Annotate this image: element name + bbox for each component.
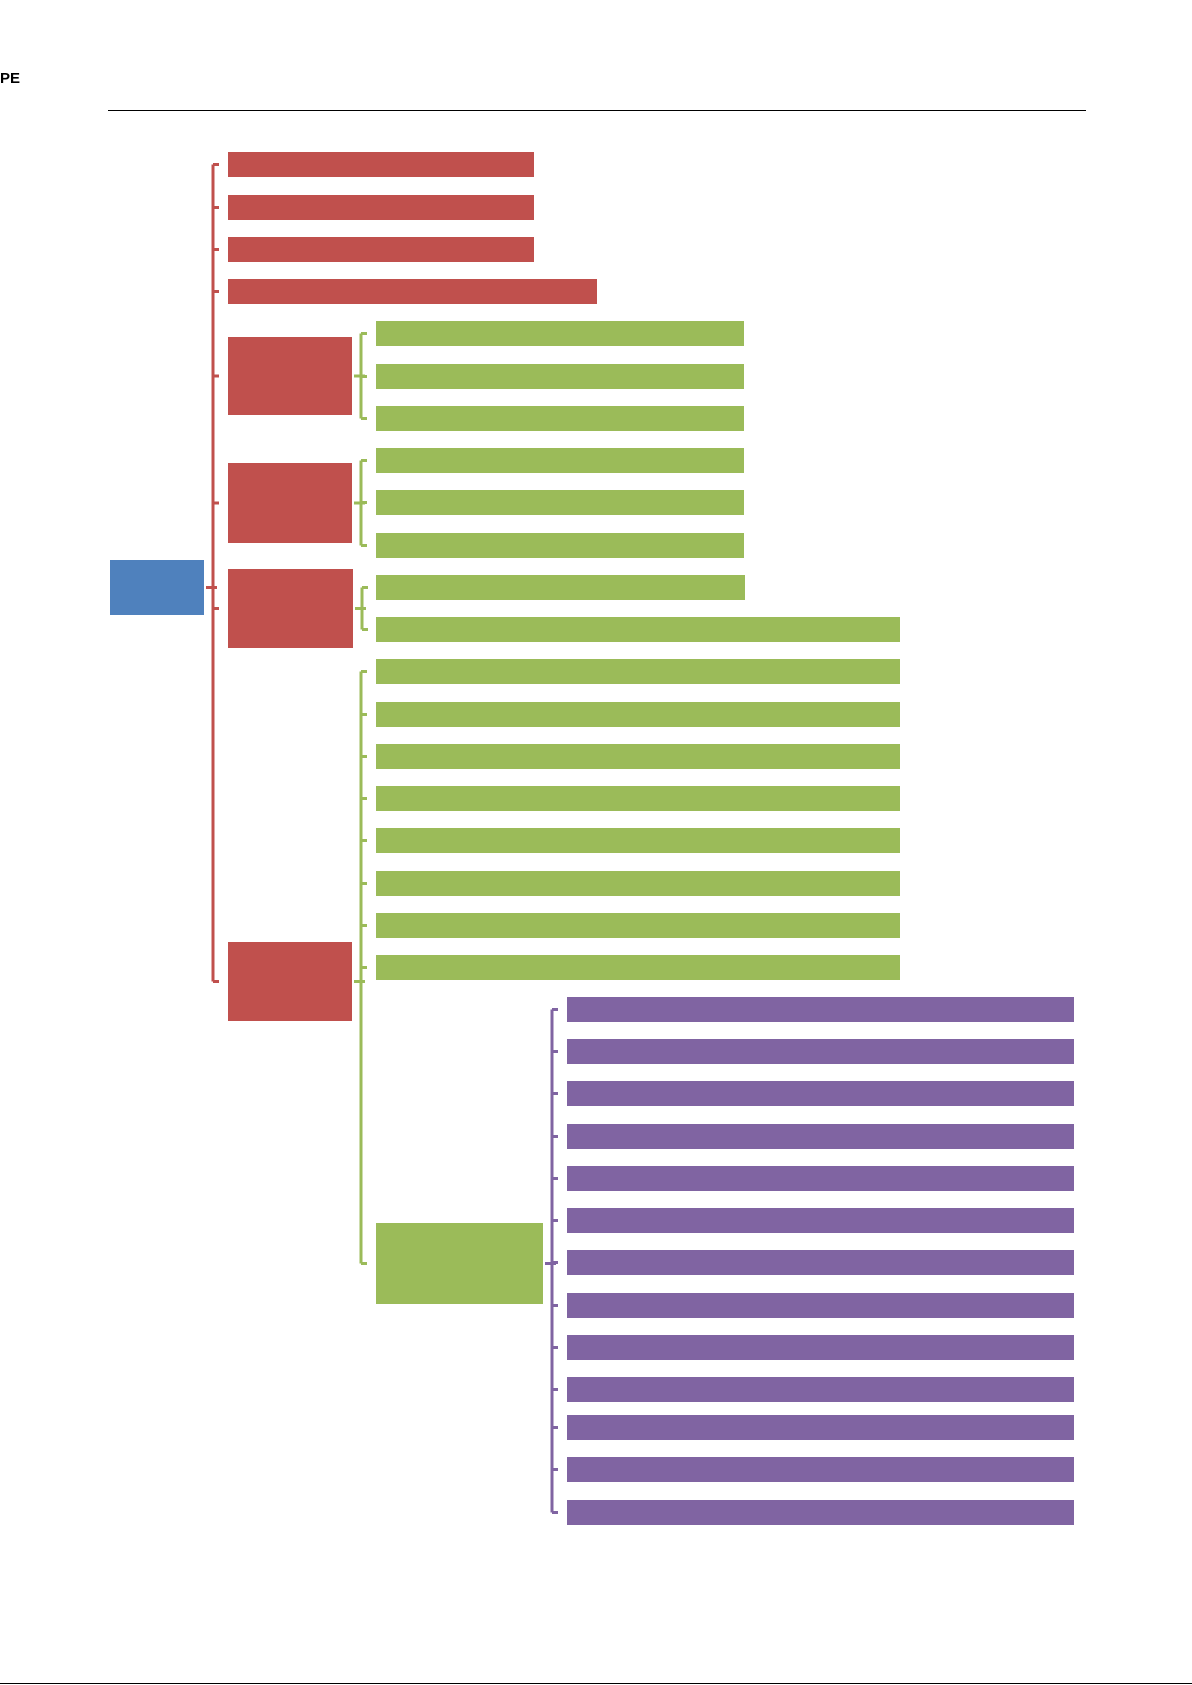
node-box-level2 bbox=[376, 786, 900, 811]
node-box-level2 bbox=[376, 448, 744, 473]
node-box-level2 bbox=[376, 490, 744, 515]
node-box-level2 bbox=[376, 955, 900, 980]
node-box-level1 bbox=[228, 195, 534, 220]
node-box-level1 bbox=[228, 279, 597, 304]
node-box-level3 bbox=[567, 1377, 1074, 1402]
footer-rule bbox=[0, 1683, 1192, 1684]
node-box-level2 bbox=[376, 364, 744, 389]
node-box-level2 bbox=[376, 871, 900, 896]
node-box-level3 bbox=[567, 1293, 1074, 1318]
node-box-level1 bbox=[228, 237, 534, 262]
node-box-level3 bbox=[567, 1124, 1074, 1149]
node-box-level2 bbox=[376, 321, 744, 346]
node-box-level3 bbox=[567, 1457, 1074, 1482]
node-box-level1 bbox=[228, 463, 352, 543]
bracket-r8 bbox=[354, 670, 367, 1265]
node-box-level3 bbox=[567, 1500, 1074, 1525]
bracket-g17 bbox=[545, 1008, 558, 1514]
page-header-text: PE bbox=[0, 70, 21, 87]
node-box-level2 bbox=[376, 913, 900, 938]
node-box-level3 bbox=[567, 997, 1074, 1022]
bracket-r6 bbox=[354, 459, 367, 547]
node-box-level2 bbox=[376, 828, 900, 853]
node-box-level3 bbox=[567, 1415, 1074, 1440]
bracket-r7 bbox=[355, 586, 368, 631]
node-box-level1 bbox=[228, 569, 353, 648]
node-box-level3 bbox=[567, 1081, 1074, 1106]
node-box-level3 bbox=[567, 1208, 1074, 1233]
node-box-level1 bbox=[228, 152, 534, 177]
node-box-level2 bbox=[376, 1223, 543, 1304]
node-box-level3 bbox=[567, 1335, 1074, 1360]
node-box-level2 bbox=[376, 702, 900, 727]
node-box-level3 bbox=[567, 1166, 1074, 1191]
node-box-level2 bbox=[376, 406, 744, 431]
node-box-level3 bbox=[567, 1039, 1074, 1064]
node-box-level2 bbox=[376, 617, 900, 642]
node-box-level2 bbox=[376, 744, 900, 769]
node-box-level0 bbox=[110, 560, 204, 615]
header-rule bbox=[108, 110, 1086, 111]
node-box-level2 bbox=[376, 659, 900, 684]
node-box-level1 bbox=[228, 337, 352, 415]
node-box-level3 bbox=[567, 1250, 1074, 1275]
bracket-r5 bbox=[354, 332, 367, 420]
node-box-level2 bbox=[376, 575, 745, 600]
bracket-root bbox=[206, 163, 219, 983]
node-box-level2 bbox=[376, 533, 744, 558]
node-box-level1 bbox=[228, 942, 352, 1021]
